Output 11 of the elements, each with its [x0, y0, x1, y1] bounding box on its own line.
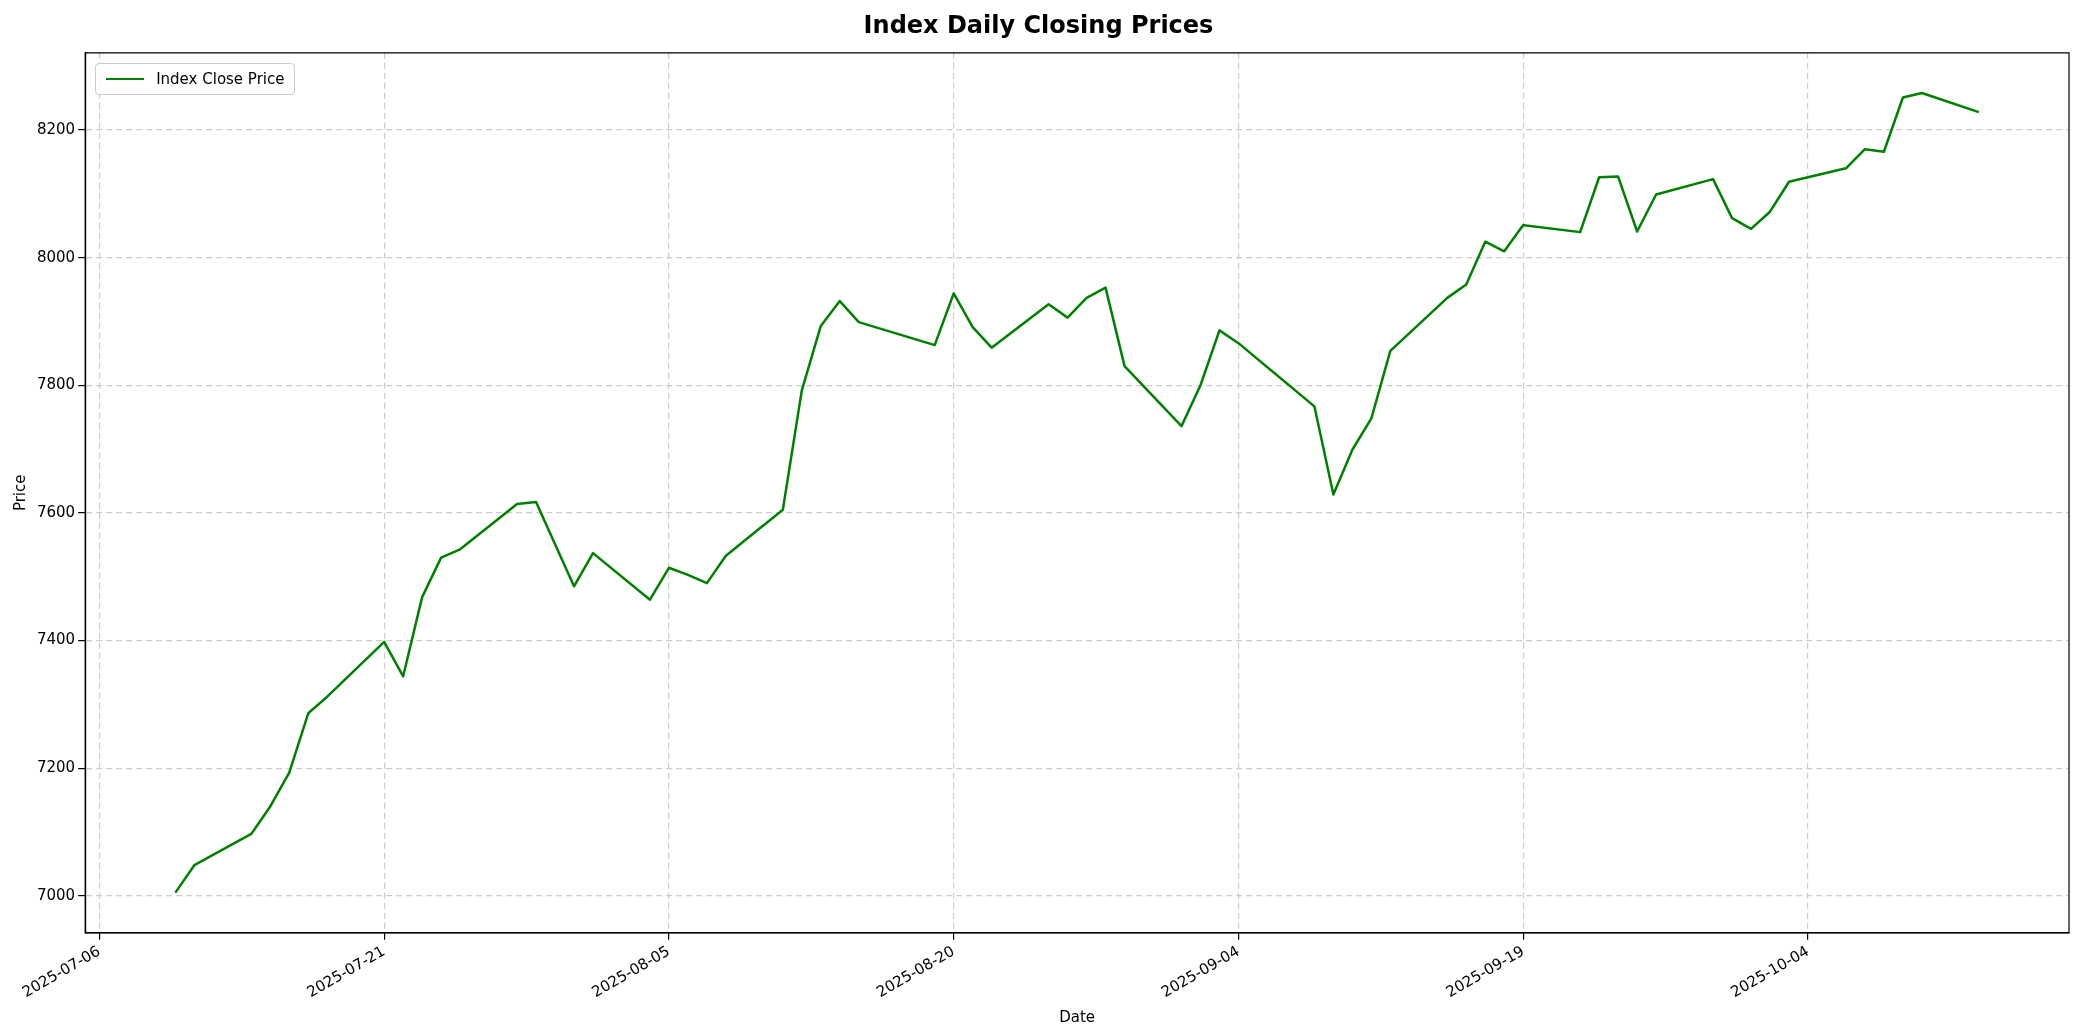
y-tick-label: 7600	[36, 502, 76, 521]
y-tick-label: 8000	[36, 247, 76, 266]
y-tick-label: 7000	[36, 885, 76, 904]
legend-label: Index Close Price	[156, 69, 285, 88]
y-tick-label: 7800	[36, 375, 76, 394]
y-tick-label: 8200	[36, 119, 76, 138]
y-axis-title: Price	[10, 474, 29, 512]
y-tick-label: 7200	[36, 758, 76, 777]
y-tick-label: 7400	[36, 630, 76, 649]
x-axis-title: Date	[1059, 1007, 1096, 1026]
chart-title: Index Daily Closing Prices	[863, 10, 1214, 39]
